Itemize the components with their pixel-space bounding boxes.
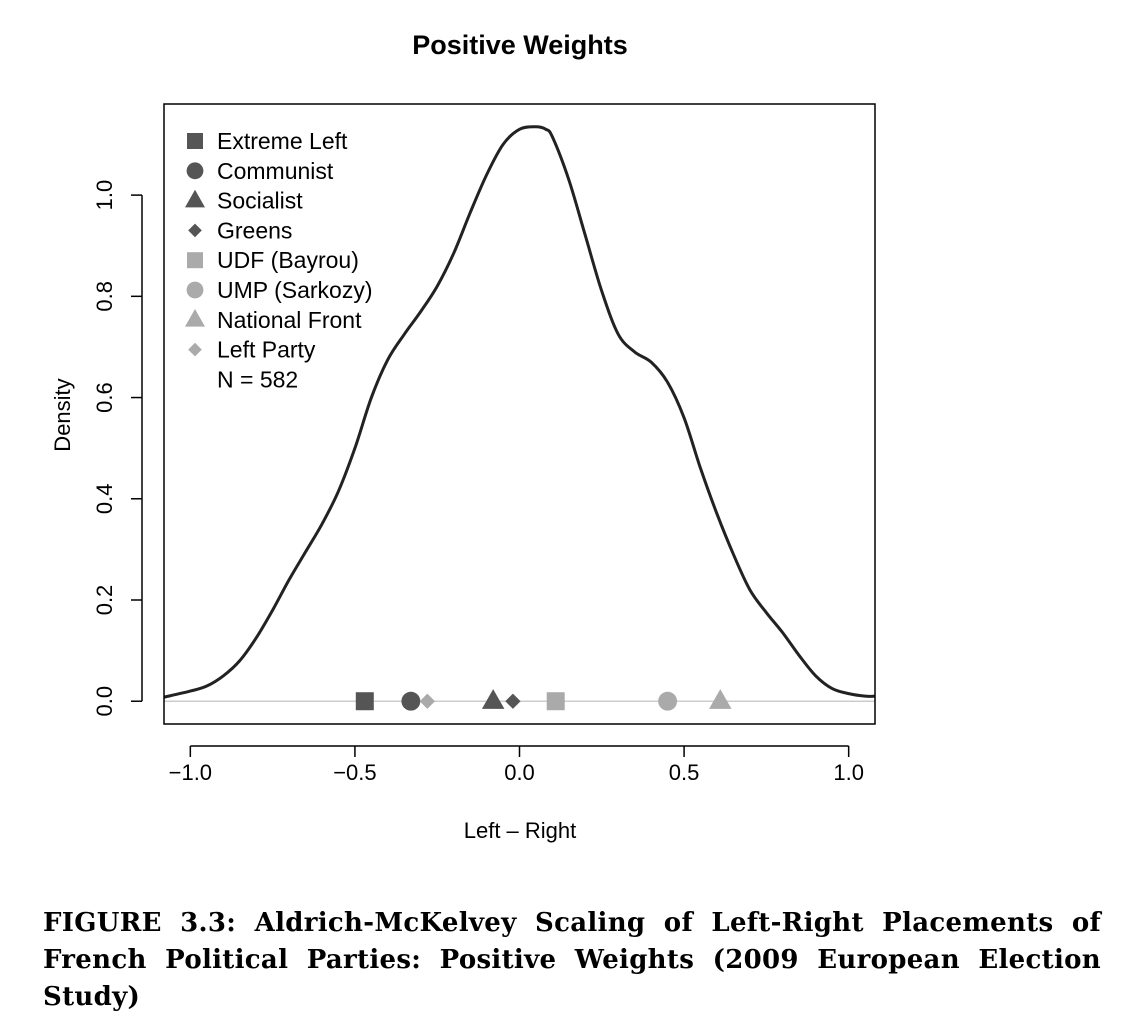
legend-label: Extreme Left xyxy=(217,128,348,154)
y-tick-label: 0.6 xyxy=(92,382,117,413)
party-marker-national-front xyxy=(709,689,732,709)
y-tick-label: 1.0 xyxy=(92,180,117,211)
party-marker-ump-sarkozy xyxy=(658,691,678,711)
chart: Positive Weights −1.0 −0.5 0.0 0.5 1.0 0.0 0.2… xyxy=(50,30,876,843)
party-marker-greens xyxy=(505,693,521,709)
party-marker-udf-bayrou xyxy=(546,692,565,711)
legend-label: Greens xyxy=(217,217,292,243)
legend-marker xyxy=(185,189,205,208)
y-axis-label: Density xyxy=(50,378,75,451)
party-marker-socialist xyxy=(481,689,505,709)
x-tick-label: −0.5 xyxy=(333,760,376,785)
figure-caption: FIGURE 3.3: Aldrich-McKelvey Scaling of … xyxy=(43,908,1101,1012)
legend-label: Left Party xyxy=(217,337,316,363)
legend-marker xyxy=(185,309,205,327)
legend-label: National Front xyxy=(217,307,362,333)
x-tick-label: 0.5 xyxy=(669,760,700,785)
chart-title: Positive Weights xyxy=(412,30,628,60)
legend-marker xyxy=(186,162,204,180)
party-marker-communist xyxy=(401,691,421,711)
x-axis-label: Left – Right xyxy=(464,818,577,843)
plot-frame xyxy=(163,103,876,725)
legend-marker xyxy=(187,133,203,149)
x-tick-label: −1.0 xyxy=(169,760,212,785)
density-curve xyxy=(163,125,876,699)
legend-marker xyxy=(187,252,203,269)
legend-label: Socialist xyxy=(217,188,303,214)
legend-label: Communist xyxy=(217,158,334,184)
y-tick-label: 0.4 xyxy=(92,483,117,514)
party-marker-extreme-left xyxy=(355,692,374,711)
y-tick-label: 0.8 xyxy=(92,281,117,312)
legend-label: UDF (Bayrou) xyxy=(217,247,359,273)
legend-marker xyxy=(188,223,202,238)
legend-marker xyxy=(188,342,202,357)
y-tick-label: 0.0 xyxy=(92,686,117,717)
legend-sample-size: N = 582 xyxy=(217,366,298,392)
legend-marker xyxy=(186,281,204,299)
y-tick-label: 0.2 xyxy=(92,585,117,616)
legend-label: UMP (Sarkozy) xyxy=(217,277,373,303)
x-tick-label: 1.0 xyxy=(833,760,864,785)
x-tick-label: 0.0 xyxy=(504,760,535,785)
party-marker-left-party xyxy=(419,693,435,709)
